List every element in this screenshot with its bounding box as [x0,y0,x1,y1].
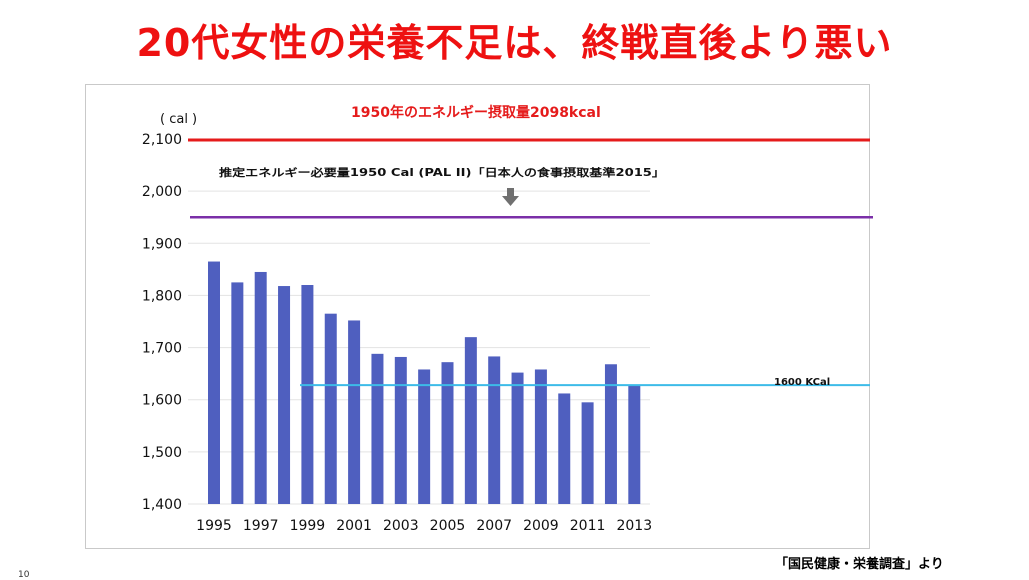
y-tick-label: 2,100 [142,132,182,148]
y-tick-label: 1,700 [142,341,182,357]
reference-lines [188,138,873,387]
y-tick-label: 1,500 [142,445,182,461]
source-note: 「国民健康・栄養調査」より [775,557,944,572]
bar [604,364,617,504]
bar [231,282,244,504]
x-tick-label: 2003 [383,518,419,534]
x-tick-label: 2013 [616,518,652,534]
bar [208,261,220,504]
x-tick-label: 2001 [336,518,372,534]
x-tick-label: 1997 [243,518,279,534]
bar [464,337,477,504]
line-1600-label: 1600 KCal [774,377,830,388]
bar [278,286,291,504]
bar [371,353,384,504]
y-tick-label: 2,000 [142,184,182,200]
arrow-head [502,196,519,206]
bar [488,356,501,504]
bar [301,285,314,504]
bar [418,369,431,504]
y-unit-label: ( cal ) [160,112,197,127]
bar [581,402,594,504]
bar [324,313,337,504]
y-tick-label: 1,900 [142,236,182,252]
bar [254,271,267,504]
down-arrow-icon [502,188,519,206]
estimated-requirement-label: 推定エネルギー必要量1950 Cal (PAL II)「日本人の食事摂取基準20… [219,166,665,179]
bar [441,362,454,504]
bar [394,356,407,504]
bars [208,261,641,504]
y-tick-label: 1,800 [142,288,182,304]
x-tick-label: 2011 [570,518,606,534]
y-tick-label: 1,600 [142,393,182,409]
slide-title: 20代女性の栄養不足は、終戦直後より悪い [136,21,893,65]
x-tick-label: 2005 [430,518,466,534]
x-tick-label: 2007 [476,518,512,534]
page-number: 10 [18,570,30,580]
x-tick-label: 2009 [523,518,559,534]
bar [348,320,361,504]
x-tick-label: 1999 [290,518,326,534]
y-tick-label: 1,400 [142,497,182,513]
bar [628,385,641,504]
bar [534,369,547,504]
bar [558,393,571,504]
line-1950-label: 1950年のエネルギー摂取量2098kcal [351,104,601,121]
y-axis-ticks: 1,400 1,500 1,600 1,700 1,800 1,900 2,000 2,100 [142,132,182,513]
x-axis-ticks: 1995 1997 1999 2001 2003 2005 2007 2009 2011 2013 [196,518,652,534]
bar [511,372,524,504]
x-tick-label: 1995 [196,518,232,534]
chart-frame [85,84,870,549]
arrow-shaft [507,188,514,196]
